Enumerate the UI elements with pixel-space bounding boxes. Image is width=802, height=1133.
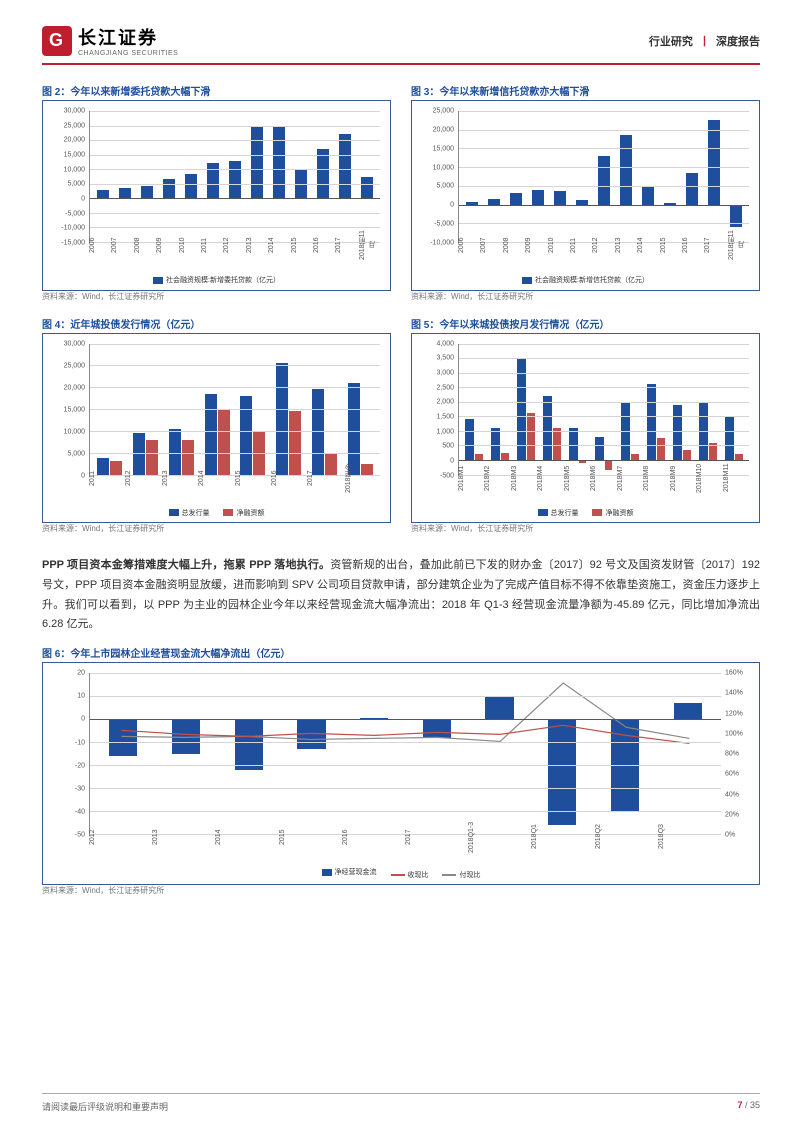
chart-6: -50-40-30-20-1001020 0%20%40%60%80%100%1…	[42, 662, 760, 885]
chart-2-area: -15,000-10,000-5,00005,00010,00015,00020…	[49, 111, 384, 261]
chart-6-xlabels: 2012201320142015201620172018Q1-32018Q120…	[89, 835, 721, 853]
chart-4-yaxis: 05,00010,00015,00020,00025,00030,000	[49, 344, 87, 476]
chart-2-wrap: 图 2：今年以来新增委托贷款大幅下滑 -15,000-10,000-5,0000…	[42, 83, 391, 312]
chart-4-xlabels: 20112012201320142015201620172018至今	[89, 476, 380, 494]
chart-2-xlabels: 2006200720082009201020112012201320142015…	[89, 243, 380, 261]
breadcrumb-a: 行业研究	[649, 36, 693, 48]
chart-2-yaxis: -15,000-10,000-5,00005,00010,00015,00020…	[49, 111, 87, 243]
chart-4-title: 图 4：近年城投债发行情况（亿元）	[42, 316, 391, 331]
chart-3-legend: 社会融资规模:新增信托贷款（亿元）	[418, 275, 753, 286]
chart-row-2: 图 4：近年城投债发行情况（亿元） 05,00010,00015,00020,0…	[42, 316, 760, 545]
chart-5-bars	[459, 344, 749, 475]
page-footer: 请阅读最后评级说明和重要声明 7 / 35	[42, 1093, 760, 1113]
body-p1-bold: PPP 项目资本金筹措难度大幅上升，拖累 PPP 落地执行。	[42, 559, 330, 571]
logo-icon	[42, 26, 72, 56]
chart-3-wrap: 图 3：今年以来新增信托贷款亦大幅下滑 -10,000-5,00005,0001…	[411, 83, 760, 312]
body-paragraph-1: PPP 项目资本金筹措难度大幅上升，拖累 PPP 落地执行。资管新规的出台，叠加…	[42, 556, 760, 635]
chart-3-title: 图 3：今年以来新增信托贷款亦大幅下滑	[411, 83, 760, 98]
chart-6-area: -50-40-30-20-1001020 0%20%40%60%80%100%1…	[49, 673, 753, 853]
chart-3: -10,000-5,00005,00010,00015,00020,00025,…	[411, 100, 760, 291]
logo: 长江证券 CHANGJIANG SECURITIES	[42, 24, 178, 57]
chart-3-area: -10,000-5,00005,00010,00015,00020,00025,…	[418, 111, 753, 261]
chart-4-wrap: 图 4：近年城投债发行情况（亿元） 05,00010,00015,00020,0…	[42, 316, 391, 545]
chart-6-title: 图 6：今年上市园林企业经营现金流大幅净流出（亿元）	[42, 645, 760, 660]
chart-6-plot	[89, 673, 721, 835]
breadcrumb-sep: 丨	[699, 36, 710, 48]
chart-5-wrap: 图 5：今年以来城投债按月发行情况（亿元） -50005001,0001,500…	[411, 316, 760, 545]
chart-5-title: 图 5：今年以来城投债按月发行情况（亿元）	[411, 316, 760, 331]
chart-5-area: -50005001,0001,5002,0002,5003,0003,5004,…	[418, 344, 753, 494]
chart-3-source: 资料来源：Wind，长江证券研究所	[411, 291, 760, 302]
chart-6-source: 资料来源：Wind，长江证券研究所	[42, 885, 760, 896]
chart-2-plot	[89, 111, 380, 243]
chart-6-yaxis-right: 0%20%40%60%80%100%120%140%160%	[723, 673, 753, 835]
chart-2-title: 图 2：今年以来新增委托贷款大幅下滑	[42, 83, 391, 98]
chart-2-legend: 社会融资规模:新增委托贷款（亿元）	[49, 275, 384, 286]
chart-4-plot	[89, 344, 380, 476]
header-breadcrumb: 行业研究 丨 深度报告	[649, 33, 760, 49]
chart-5-source: 资料来源：Wind，长江证券研究所	[411, 523, 760, 534]
chart-6-wrap: 图 6：今年上市园林企业经营现金流大幅净流出（亿元） -50-40-30-20-…	[42, 645, 760, 896]
logo-en: CHANGJIANG SECURITIES	[78, 50, 178, 57]
chart-2: -15,000-10,000-5,00005,00010,00015,00020…	[42, 100, 391, 291]
breadcrumb-b: 深度报告	[716, 36, 760, 48]
chart-4-source: 资料来源：Wind，长江证券研究所	[42, 523, 391, 534]
chart-5-legend: 总发行量 净融资额	[418, 508, 753, 519]
chart-6-legend: 净经营现金流 收现比 付现比	[49, 867, 753, 880]
chart-2-source: 资料来源：Wind，长江证券研究所	[42, 291, 391, 302]
chart-6-yaxis: -50-40-30-20-1001020	[49, 673, 87, 835]
chart-3-yaxis: -10,000-5,00005,00010,00015,00020,00025,…	[418, 111, 456, 243]
chart-6-bars	[90, 673, 721, 834]
chart-5: -50005001,0001,5002,0002,5003,0003,5004,…	[411, 333, 760, 524]
footer-note: 请阅读最后评级说明和重要声明	[42, 1100, 168, 1113]
chart-5-xlabels: 2018M12018M22018M32018M42018M52018M62018…	[458, 476, 749, 494]
chart-4: 05,00010,00015,00020,00025,00030,000 201…	[42, 333, 391, 524]
page-number: 7 / 35	[737, 1100, 760, 1113]
chart-2-bars	[90, 111, 380, 242]
chart-3-xlabels: 2006200720082009201020112012201320142015…	[458, 243, 749, 261]
logo-cn: 长江证券	[78, 24, 178, 50]
chart-5-plot	[458, 344, 749, 476]
chart-row-1: 图 2：今年以来新增委托贷款大幅下滑 -15,000-10,000-5,0000…	[42, 83, 760, 312]
chart-4-legend: 总发行量 净融资额	[49, 508, 384, 519]
chart-3-plot	[458, 111, 749, 243]
page-header: 长江证券 CHANGJIANG SECURITIES 行业研究 丨 深度报告	[42, 24, 760, 65]
logo-text: 长江证券 CHANGJIANG SECURITIES	[78, 24, 178, 57]
chart-4-area: 05,00010,00015,00020,00025,00030,000 201…	[49, 344, 384, 494]
chart-5-yaxis: -50005001,0001,5002,0002,5003,0003,5004,…	[418, 344, 456, 476]
